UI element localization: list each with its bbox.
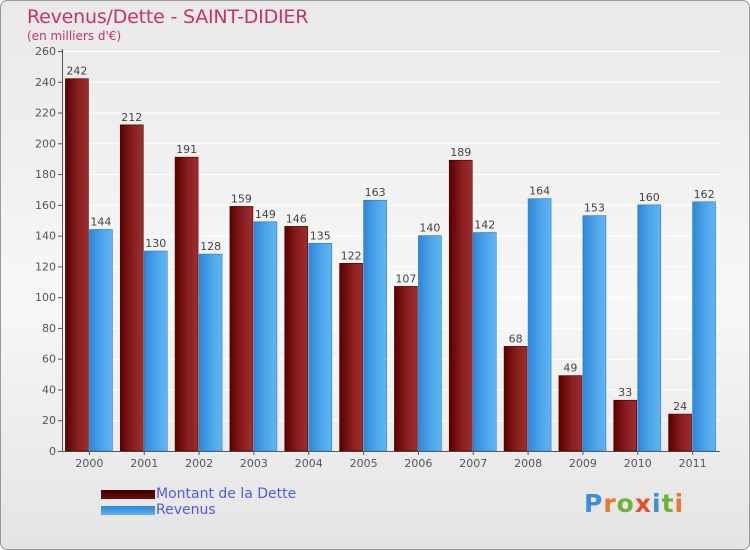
bar-revenus bbox=[418, 235, 442, 452]
proxiti-logo: Proxiti bbox=[584, 489, 684, 518]
y-tick-label: 100 bbox=[35, 291, 56, 304]
logo-letter: t bbox=[661, 489, 675, 518]
y-tick-label: 60 bbox=[42, 353, 56, 366]
y-axis-tick-labels: 0 20 40 60 80 100 120 140 160 180 200 220 240 260 bbox=[35, 45, 56, 458]
data-label-revenus: 149 bbox=[255, 208, 276, 221]
logo-letter: x bbox=[634, 489, 652, 518]
bar-dette bbox=[613, 399, 638, 452]
x-tick-label: 2003 bbox=[240, 457, 268, 470]
data-label-dette: 68 bbox=[509, 332, 523, 345]
bar-dette bbox=[229, 206, 254, 452]
legend-label-dette: Montant de la Dette bbox=[156, 486, 297, 502]
bar-revenus bbox=[143, 250, 168, 452]
data-label-revenus: 164 bbox=[529, 185, 550, 198]
y-tick-label: 220 bbox=[35, 107, 56, 120]
x-tick-label: 2005 bbox=[350, 457, 378, 470]
data-label-revenus: 142 bbox=[474, 219, 495, 232]
bar-revenus bbox=[637, 204, 662, 452]
y-tick-label: 80 bbox=[42, 322, 56, 335]
bar-dette bbox=[503, 346, 528, 452]
bar-revenus bbox=[692, 201, 716, 452]
y-tick-label: 40 bbox=[42, 383, 56, 396]
grid-lines bbox=[62, 51, 720, 422]
logo-letter: i bbox=[652, 489, 662, 518]
x-tick-label: 2004 bbox=[295, 457, 323, 470]
bar-revenus bbox=[198, 253, 223, 452]
data-label-dette: 146 bbox=[286, 212, 307, 225]
legend-swatch-revenus bbox=[101, 506, 155, 515]
data-label-dette: 212 bbox=[121, 111, 142, 124]
x-tick-label: 2007 bbox=[459, 457, 487, 470]
x-tick-label: 2011 bbox=[679, 457, 707, 470]
data-label-revenus: 130 bbox=[145, 237, 166, 250]
y-tick-label: 140 bbox=[35, 230, 56, 243]
data-label-revenus: 128 bbox=[200, 240, 221, 253]
bar-revenus bbox=[308, 243, 333, 452]
logo-letter: i bbox=[674, 489, 685, 518]
bar-revenus bbox=[253, 221, 278, 452]
chart-title: Revenus/Dette - SAINT-DIDIER bbox=[27, 6, 309, 28]
logo-letter: o bbox=[616, 489, 635, 518]
data-label-revenus: 162 bbox=[694, 188, 715, 201]
chart-subtitle: (en milliers d'€) bbox=[27, 29, 122, 43]
legend-swatch-dette bbox=[101, 490, 155, 499]
data-label-dette: 191 bbox=[176, 143, 197, 156]
bars bbox=[65, 78, 716, 452]
y-tick-label: 20 bbox=[42, 414, 56, 427]
bar-dette bbox=[174, 156, 199, 452]
data-label-dette: 33 bbox=[618, 386, 632, 399]
bar-dette bbox=[448, 159, 473, 452]
data-label-dette: 242 bbox=[66, 65, 87, 78]
y-tick-label: 200 bbox=[35, 137, 56, 150]
data-label-revenus: 144 bbox=[90, 215, 111, 228]
data-label-revenus: 153 bbox=[584, 202, 605, 215]
bar-dette bbox=[394, 286, 418, 452]
logo-letter: r bbox=[603, 489, 617, 518]
data-label-dette: 107 bbox=[395, 272, 416, 285]
data-label-dette: 189 bbox=[450, 146, 471, 159]
x-axis-tick-labels: 2000 2001 2002 2003 2004 2005 2006 2007 2008 2009… bbox=[75, 457, 706, 470]
bar-revenus bbox=[527, 198, 552, 452]
y-tick-label: 180 bbox=[35, 168, 56, 181]
y-tick-label: 0 bbox=[49, 445, 56, 458]
bar-revenus bbox=[89, 229, 113, 452]
bar-dette bbox=[119, 124, 144, 452]
data-label-dette: 122 bbox=[341, 249, 362, 262]
x-tick-label: 2006 bbox=[404, 457, 432, 470]
bar-revenus bbox=[472, 232, 497, 452]
y-tick-label: 240 bbox=[35, 76, 56, 89]
y-tick-label: 260 bbox=[35, 45, 56, 58]
legend-label-revenus: Revenus bbox=[156, 502, 216, 518]
data-label-revenus: 135 bbox=[310, 229, 331, 242]
axes bbox=[58, 49, 720, 455]
data-label-revenus: 140 bbox=[419, 222, 440, 235]
x-tick-label: 2009 bbox=[569, 457, 597, 470]
bar-dette bbox=[339, 263, 363, 452]
data-label-revenus: 160 bbox=[639, 191, 660, 204]
data-label-dette: 49 bbox=[563, 362, 577, 375]
data-label-dette: 24 bbox=[673, 400, 687, 413]
x-tick-label: 2008 bbox=[514, 457, 542, 470]
y-tick-label: 160 bbox=[35, 199, 56, 212]
y-tick-label: 120 bbox=[35, 260, 56, 273]
bar-dette bbox=[668, 413, 692, 452]
bar-revenus bbox=[582, 215, 607, 452]
logo-letter: P bbox=[584, 489, 604, 518]
x-tick-label: 2000 bbox=[75, 457, 103, 470]
data-label-revenus: 163 bbox=[365, 186, 386, 199]
x-tick-label: 2001 bbox=[130, 457, 158, 470]
bar-dette bbox=[558, 375, 583, 452]
bar-dette bbox=[284, 226, 309, 452]
x-tick-label: 2002 bbox=[185, 457, 213, 470]
data-label-dette: 159 bbox=[231, 192, 252, 205]
x-tick-label: 2010 bbox=[624, 457, 652, 470]
bar-dette bbox=[65, 78, 89, 452]
bar-revenus bbox=[363, 199, 387, 452]
